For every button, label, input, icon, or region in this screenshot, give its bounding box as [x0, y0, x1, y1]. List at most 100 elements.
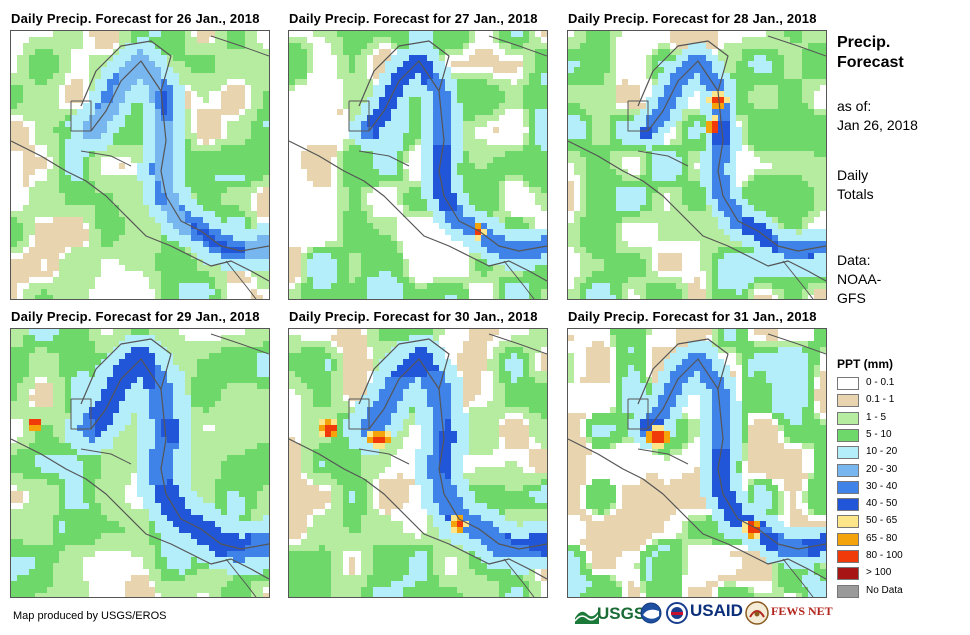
coastline — [647, 60, 826, 252]
coastline — [289, 140, 547, 282]
info-totals-line2: Totals — [837, 186, 874, 202]
precip-map-2 — [288, 30, 548, 300]
legend-label: 1 - 5 — [866, 411, 887, 423]
coastline — [70, 399, 91, 430]
panel-title-5: Daily Precip. Forecast for 30 Jan., 2018 — [289, 309, 538, 324]
coastline — [568, 438, 826, 580]
coastline — [488, 35, 547, 57]
legend-item: 50 - 65 — [837, 513, 967, 530]
legend-label: 5 - 10 — [866, 428, 892, 440]
panel-title-1: Daily Precip. Forecast for 26 Jan., 2018 — [11, 11, 260, 26]
coastline — [358, 448, 410, 465]
coastline — [647, 358, 826, 550]
coastline — [349, 100, 370, 131]
info-asof: as of: Jan 26, 2018 — [837, 97, 918, 135]
legend-swatch — [837, 480, 859, 494]
coastline — [80, 150, 132, 167]
precip-map-5 — [288, 328, 548, 598]
usaid-logo-text: USAID — [690, 601, 743, 620]
coastline — [210, 333, 269, 355]
legend-swatch — [837, 567, 859, 581]
usgs-logo: USGS — [575, 602, 663, 626]
usaid-logo: USAID — [690, 600, 746, 626]
panel-title-3: Daily Precip. Forecast for 28 Jan., 2018 — [568, 11, 817, 26]
legend-swatch — [837, 428, 859, 442]
coastline — [11, 140, 269, 282]
info-asof-line2: Jan 26, 2018 — [837, 117, 918, 133]
legend-item: 5 - 10 — [837, 427, 967, 444]
coastline — [70, 101, 91, 132]
precip-raster — [289, 31, 547, 299]
fewsnet-logo-text: FEWS NET — [771, 604, 833, 618]
coastline — [289, 438, 547, 580]
legend-item: 1 - 5 — [837, 410, 967, 427]
precip-raster — [568, 329, 826, 597]
usaid-seal-icon — [666, 602, 688, 624]
legend-label: > 100 — [866, 567, 892, 579]
coastline — [80, 338, 172, 405]
precip-map-6 — [567, 328, 827, 598]
legend-swatch — [837, 394, 859, 408]
coastline — [90, 358, 269, 550]
fewsnet-logo: FEWS NET — [745, 599, 833, 627]
coastline — [358, 150, 410, 167]
legend-item: 40 - 50 — [837, 496, 967, 513]
info-data-source: Data: NOAA- GFS — [837, 251, 881, 308]
legend-label: 80 - 100 — [866, 550, 903, 561]
legend-label: 40 - 50 — [866, 498, 898, 510]
precip-raster — [289, 329, 547, 597]
coastline — [210, 35, 269, 57]
info-data-line3: GFS — [837, 290, 866, 306]
legend-swatch — [837, 411, 859, 425]
coastline — [80, 40, 172, 107]
coastline — [11, 438, 269, 580]
legend-item: 0.1 - 1 — [837, 392, 967, 409]
coastline — [71, 100, 92, 131]
coastline — [368, 358, 547, 550]
legend-item: 0 - 0.1 — [837, 375, 967, 392]
legend-item: 30 - 40 — [837, 479, 967, 496]
legend-label: No Data — [866, 584, 903, 596]
coastline — [349, 398, 370, 429]
coastline — [503, 558, 535, 597]
precip-raster — [11, 329, 269, 597]
info-data-line1: Data: — [837, 252, 871, 268]
legend-label: 10 - 20 — [866, 446, 898, 458]
coastline — [368, 60, 547, 252]
usgs-logo-text: USGS — [597, 604, 646, 623]
panel-title-2: Daily Precip. Forecast for 27 Jan., 2018 — [289, 11, 538, 26]
coastline — [628, 100, 649, 131]
coastline — [358, 338, 450, 405]
legend-swatch — [837, 515, 859, 529]
legend-item: 20 - 30 — [837, 462, 967, 479]
legend-swatch — [837, 377, 859, 390]
coastline — [628, 398, 649, 429]
coastline — [488, 333, 547, 355]
legend-label: 65 - 80 — [866, 532, 898, 544]
info-title-line2: Forecast — [837, 54, 904, 71]
info-title: Precip. Forecast — [837, 33, 904, 73]
legend-title: PPT (mm) — [837, 357, 894, 371]
info-totals-line1: Daily — [837, 167, 869, 183]
panel-title-4: Daily Precip. Forecast for 29 Jan., 2018 — [11, 309, 260, 324]
coastline — [637, 338, 729, 405]
legend-item: 80 - 100 — [837, 548, 967, 565]
coastline — [80, 448, 132, 465]
coastline — [627, 399, 648, 430]
info-title-line1: Precip. — [837, 34, 891, 51]
coastline — [637, 150, 689, 167]
legend-item: > 100 — [837, 565, 967, 582]
coastline — [767, 35, 826, 57]
coastline — [637, 40, 729, 107]
coastline — [90, 60, 269, 252]
coastline — [627, 101, 648, 132]
info-asof-line1: as of: — [837, 98, 872, 114]
coastline — [503, 260, 535, 299]
coastline — [568, 140, 826, 282]
legend-swatch — [837, 550, 859, 563]
coastline — [225, 260, 257, 299]
info-data-line2: NOAA- — [837, 271, 882, 287]
panel-title-6: Daily Precip. Forecast for 31 Jan., 2018 — [568, 309, 817, 324]
coastline — [358, 40, 450, 107]
legend-label: 0 - 0.1 — [866, 377, 895, 388]
